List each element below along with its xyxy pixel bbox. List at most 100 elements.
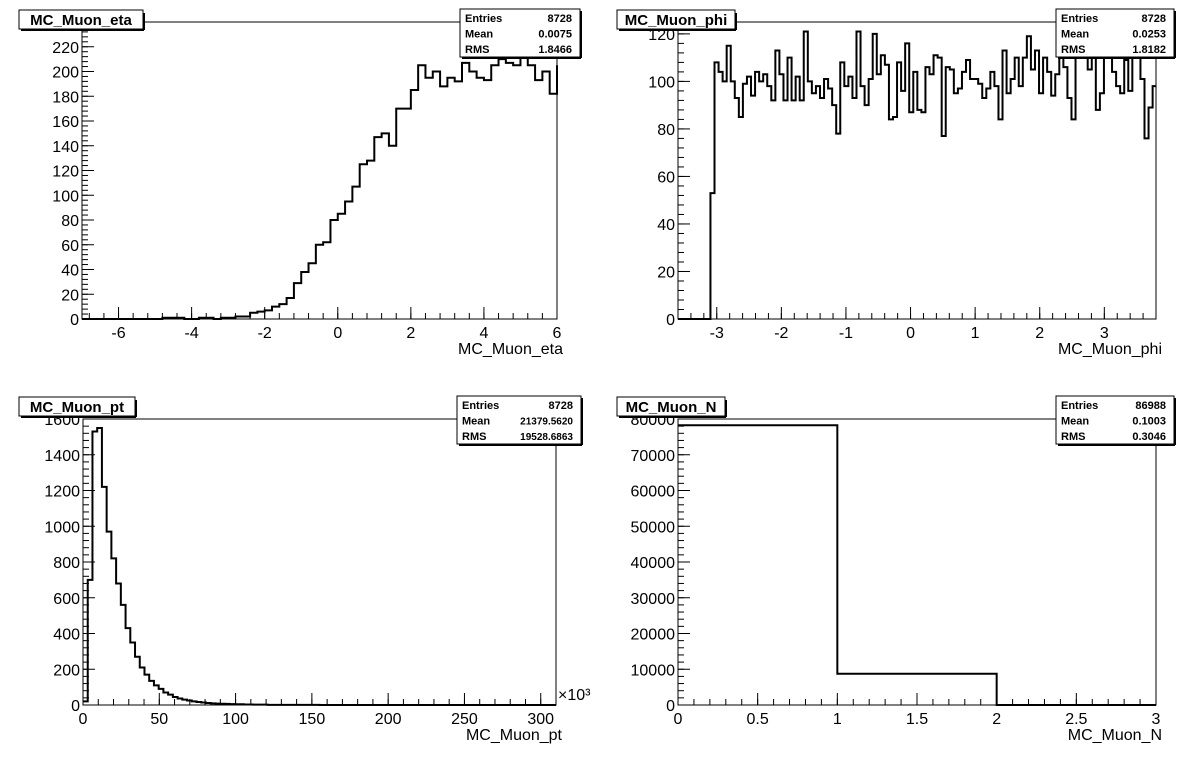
x-tick-label: -6	[111, 325, 125, 342]
x-tick-label: 50	[150, 711, 168, 728]
y-tick-label: 120	[52, 164, 79, 181]
y-tick-label: 60	[61, 238, 79, 255]
stat-value: 86988	[1135, 400, 1166, 412]
histogram-line-pt	[83, 426, 556, 706]
y-tick-label: 0	[666, 698, 675, 715]
stat-value: 0.0253	[1132, 29, 1166, 41]
y-tick-label: 80	[61, 213, 79, 230]
x-tick-label: -2	[774, 325, 788, 342]
stat-value: 0.1003	[1132, 416, 1166, 428]
x-tick-label: -1	[839, 325, 853, 342]
plot-frame	[82, 418, 557, 706]
histogram-eta-plot: 020406080100120140160180200220240-6-4-20…	[18, 8, 582, 358]
x-tick-label: 2.5	[1065, 711, 1087, 728]
stat-value: 8728	[1142, 13, 1166, 25]
stat-value: 21379.5620	[520, 417, 573, 428]
stat-label: Entries	[465, 13, 502, 25]
x-tick-label: 3	[1100, 325, 1109, 342]
stat-label: Mean	[465, 29, 493, 41]
plot-frame	[677, 418, 1157, 706]
stat-label: RMS	[1061, 44, 1085, 56]
y-tick-label: 80	[657, 122, 675, 139]
histogram-n-plot: 0100002000030000400005000060000700008000…	[616, 395, 1176, 744]
x-tick-label: -2	[258, 325, 272, 342]
x-tick-label: -4	[184, 325, 198, 342]
y-tick-label: 30000	[631, 591, 676, 608]
y-tick-label: 0	[70, 312, 79, 329]
pad-phi: 0 20 40 60 80 100 120 -3 -2 -1 0 1 2 3 MC_Muon_phi MC_M…	[598, 0, 1196, 386]
x-tick-label: 0.5	[747, 711, 769, 728]
stat-label: Entries	[1061, 400, 1098, 412]
y-tick-label: 1000	[44, 519, 80, 536]
y-tick-label: 1400	[44, 448, 80, 465]
y-tick-label: 100	[52, 188, 79, 205]
x-tick-label: 250	[451, 711, 478, 728]
histogram-line-n	[678, 424, 1156, 706]
x-tick-label: 4	[479, 325, 488, 342]
y-tick-label: 800	[53, 555, 80, 572]
x-tick-label: 0	[674, 711, 683, 728]
stat-value: 0.3046	[1132, 431, 1166, 443]
y-tick-label: 200	[53, 662, 80, 679]
chart-title: MC_Muon_pt	[30, 399, 124, 416]
stats-box	[1055, 395, 1175, 445]
y-tick-label: 200	[52, 65, 79, 82]
chart-title: MC_Muon_eta	[30, 12, 132, 29]
y-tick-label: 0	[71, 698, 80, 715]
stat-label: Entries	[1061, 13, 1098, 25]
stat-value: 1.8182	[1132, 44, 1166, 56]
x-tick-label: 1	[971, 325, 980, 342]
y-tick-label: 600	[53, 591, 80, 608]
y-tick-label: 100	[648, 74, 675, 91]
y-tick-label: 60000	[631, 484, 676, 501]
x-tick-label: 3	[1152, 711, 1161, 728]
stat-value: 8728	[548, 13, 572, 25]
stat-label: Mean	[462, 416, 490, 428]
stat-value: 8728	[549, 400, 573, 412]
y-tick-label: 20	[61, 287, 79, 304]
x-tick-label: 100	[222, 711, 249, 728]
y-tick-label: 140	[52, 139, 79, 156]
plot-frame	[677, 21, 1157, 320]
y-tick-label: 60	[657, 169, 675, 186]
y-tick-label: 400	[53, 627, 80, 644]
stat-label: Entries	[462, 400, 499, 412]
x-tick-label: 0	[79, 711, 88, 728]
stats-box	[1055, 8, 1175, 58]
pad-pt: 0 200 400 600 800 1000 1200 1400 1600 0 50 100 150 20…	[0, 386, 598, 772]
x-tick-label: 300	[527, 711, 554, 728]
y-tick-label: 120	[648, 27, 675, 44]
stats-box	[456, 395, 582, 445]
y-tick-label: 10000	[631, 662, 676, 679]
y-tick-label: 0	[666, 312, 675, 329]
x-tick-label: 1.5	[906, 711, 928, 728]
stat-value: 1.8466	[538, 44, 572, 56]
y-tick-label: 40000	[631, 555, 676, 572]
x-tick-label: 0	[906, 325, 915, 342]
x-scale-note: ×10³	[558, 687, 591, 704]
x-tick-label: 6	[553, 325, 562, 342]
histogram-line-phi	[678, 21, 1156, 320]
plot-frame	[81, 21, 558, 320]
x-tick-label: 1	[833, 711, 842, 728]
y-tick-label: 20	[657, 264, 675, 281]
pad-n: 0 10000 20000 30000 40000 50000 60000 70000 8000…	[598, 386, 1196, 772]
stat-label: RMS	[462, 431, 486, 443]
x-tick-label: 2	[992, 711, 1001, 728]
x-tick-label: 2	[1035, 325, 1044, 342]
y-tick-label: 40	[61, 263, 79, 280]
pad-eta: 020406080100120140160180200220240-6-4-20…	[0, 0, 598, 386]
chart-title: MC_Muon_phi	[625, 12, 728, 29]
y-tick-label: 70000	[631, 448, 676, 465]
histogram-line-eta	[82, 30, 558, 320]
y-tick-label: 160	[52, 114, 79, 131]
y-tick-label: 20000	[631, 627, 676, 644]
x-axis-label: MC_Muon_phi	[1058, 341, 1162, 358]
x-tick-label: 200	[375, 711, 402, 728]
stat-label: Mean	[1061, 416, 1089, 428]
x-axis-label: MC_Muon_eta	[458, 341, 563, 358]
stat-label: Mean	[1061, 29, 1089, 41]
stats-box	[459, 8, 581, 58]
